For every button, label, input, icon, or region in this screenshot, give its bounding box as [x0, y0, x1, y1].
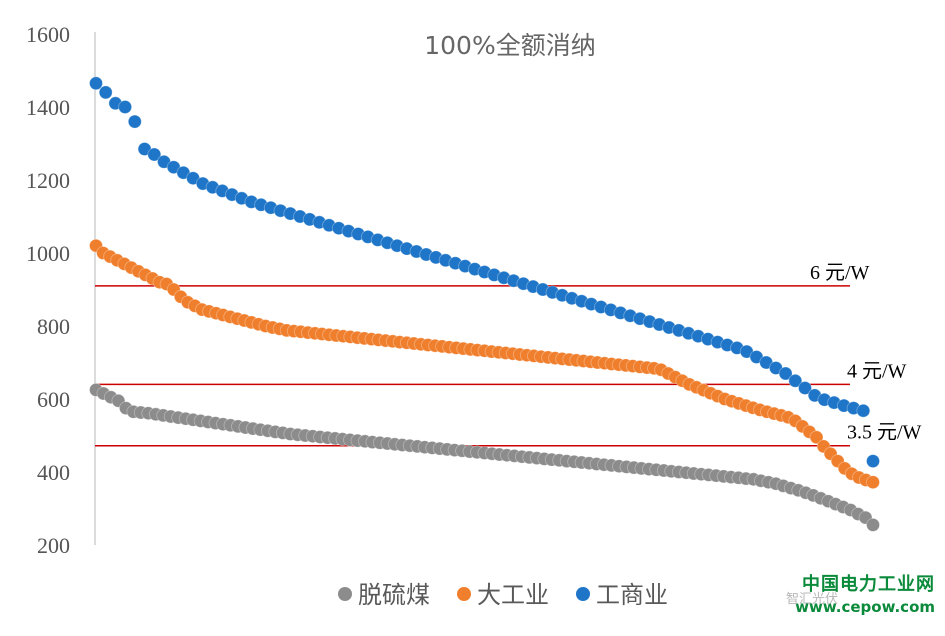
data-point — [98, 85, 113, 100]
legend-marker — [576, 587, 590, 601]
data-point — [866, 475, 880, 490]
y-tick-label: 800 — [37, 314, 70, 339]
data-points — [89, 76, 880, 532]
data-point — [118, 100, 132, 114]
data-point — [809, 430, 824, 445]
reference-line-label: 3.5 元/W — [847, 422, 922, 444]
y-tick-label: 1400 — [26, 95, 70, 120]
data-point — [127, 114, 142, 129]
watermark-url: www.cepow.com — [795, 598, 935, 616]
chart-title: 100%全额消纳 — [424, 31, 595, 60]
legend-marker — [457, 587, 471, 601]
reference-line-label: 4 元/W — [847, 360, 907, 382]
data-point — [788, 373, 803, 388]
data-point — [778, 366, 793, 381]
watermark-faint: 智汇光伏 — [786, 592, 839, 607]
reference-line-label: 6 元/W — [810, 262, 870, 284]
data-point — [866, 518, 880, 532]
legend-label: 大工业 — [477, 581, 549, 609]
legend-marker — [338, 587, 352, 601]
y-tick-label: 1200 — [26, 168, 70, 193]
data-point — [866, 454, 880, 469]
y-tick-label: 200 — [37, 533, 70, 558]
legend-label: 脱硫煤 — [358, 581, 430, 609]
legend: 脱硫煤 大工业 工商业 — [338, 581, 668, 609]
y-tick-label: 1000 — [26, 241, 70, 266]
y-tick-label: 1600 — [26, 22, 70, 47]
data-point — [147, 147, 162, 162]
reference-lines: 6 元/W 4 元/W 3.5 元/W — [95, 262, 922, 447]
y-tick-labels: 200 400 600 800 1000 1200 1400 1600 — [26, 22, 70, 558]
y-tick-label: 600 — [37, 387, 70, 412]
data-point — [856, 403, 871, 418]
watermark-title: 中国电力工业网 — [802, 574, 935, 595]
data-point — [89, 76, 103, 91]
data-point — [798, 381, 812, 395]
y-tick-label: 400 — [37, 460, 70, 485]
legend-label: 工商业 — [596, 581, 668, 609]
watermark: 中国电力工业网 www.cepow.com — [760, 570, 935, 616]
